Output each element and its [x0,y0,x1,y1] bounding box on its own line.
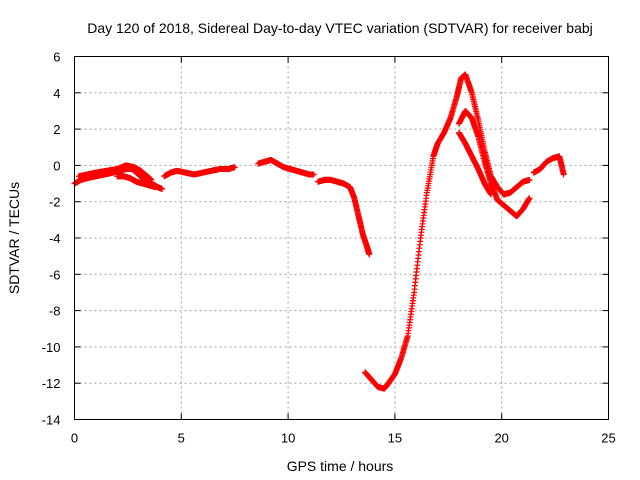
y-tick-label: -2 [49,195,61,210]
data-point [526,176,533,183]
x-tick-label: 15 [388,431,402,446]
series-arc1c [114,173,159,191]
series-arc7 [530,153,567,178]
y-tick-label: -4 [49,231,61,246]
data-point [152,184,159,191]
series-arc2 [161,164,238,180]
series-arc6a [462,71,533,198]
x-tick-label: 10 [281,431,295,446]
y-tick-label: 4 [53,86,60,101]
series-arc3 [255,156,317,178]
x-tick-label: 25 [601,431,615,446]
data-point [560,171,567,178]
data-point [159,185,166,192]
x-tick-label: 0 [71,431,78,446]
y-tick-label: 2 [53,122,60,137]
data-point [148,176,155,183]
y-tick-label: -10 [42,340,61,355]
data-points [71,71,567,392]
y-tick-label: -8 [49,304,61,319]
data-point [366,251,373,258]
x-tick-label: 5 [178,431,185,446]
y-tick-label: 6 [53,50,60,65]
y-tick-label: -14 [42,413,61,428]
series-arc5 [361,71,469,392]
data-point [310,171,317,178]
y-tick-label: 0 [53,158,60,173]
series-arc4 [315,176,373,258]
gridlines [74,56,609,420]
y-tick-label: -6 [49,267,61,282]
y-tick-label: -12 [42,376,61,391]
axis-ticks: 0 5 10 15 20 25 -14 -12 -10 -8 -6 -4 -2 0 2 4 6 [42,50,616,446]
x-axis-label: GPS time / hours [287,458,394,474]
plot-frame [74,56,609,420]
y-axis-label: SDTVAR / TECUs [6,182,22,294]
series-arc1b [75,162,155,183]
chart-title: Day 120 of 2018, Sidereal Day-to-day VTE… [87,20,593,36]
series-arc6b [455,107,533,220]
data-point [488,191,495,198]
series-arc6c [455,129,495,198]
data-point [231,164,238,171]
x-tick-label: 20 [494,431,508,446]
data-point [526,195,533,202]
